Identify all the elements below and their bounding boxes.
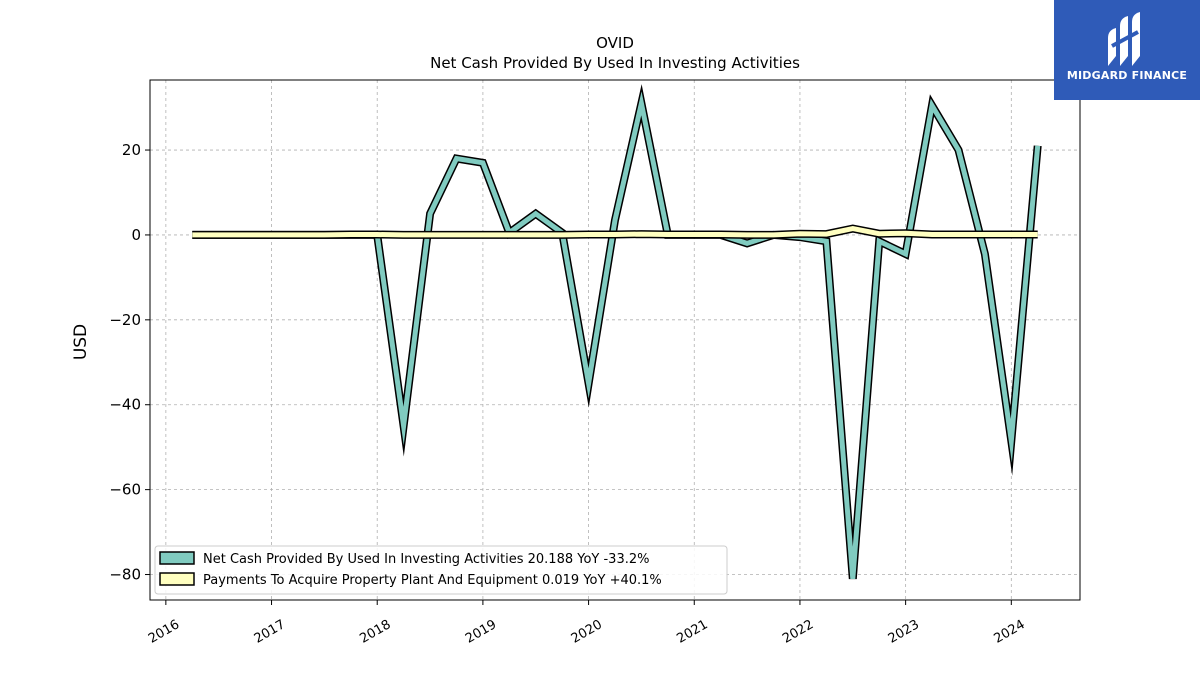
x-tick-label: 2024 bbox=[991, 617, 1027, 647]
plot-area bbox=[149, 79, 1081, 601]
x-tick-label: 2017 bbox=[252, 617, 288, 647]
legend-swatch-investing bbox=[159, 551, 195, 565]
series-line-investing bbox=[192, 91, 1041, 579]
series-line-investing-outline bbox=[192, 84, 1042, 580]
x-tick-label: 2020 bbox=[569, 617, 605, 647]
y-tick-label: −80 bbox=[109, 566, 141, 584]
series-line-ppe bbox=[192, 226, 1038, 238]
x-tick-label: 2021 bbox=[674, 617, 710, 647]
brand-name: MIDGARD FINANCE bbox=[1066, 69, 1188, 82]
x-tick-label: 2023 bbox=[886, 617, 922, 647]
y-tick-label: −60 bbox=[109, 481, 141, 499]
legend-label-ppe: Payments To Acquire Property Plant And E… bbox=[203, 573, 662, 588]
y-tick-label: 0 bbox=[131, 226, 141, 244]
x-tick-label: 2019 bbox=[463, 617, 499, 647]
brand-mark-icon bbox=[1108, 12, 1140, 66]
grid-lines bbox=[150, 80, 1080, 600]
legend: Net Cash Provided By Used In Investing A… bbox=[154, 545, 728, 595]
chart-title: OVID bbox=[596, 34, 634, 52]
x-tick-label: 2018 bbox=[357, 617, 393, 647]
chart-subtitle: Net Cash Provided By Used In Investing A… bbox=[430, 54, 800, 72]
x-tick-label: 2016 bbox=[146, 617, 182, 647]
brand-logo: MIDGARD FINANCE bbox=[1054, 0, 1200, 100]
y-tick-label: 20 bbox=[122, 141, 141, 159]
x-axis: 2016 2017 2018 2019 2020 2021 2022 2023 2024 bbox=[146, 600, 1028, 647]
legend-box bbox=[154, 545, 728, 595]
legend-swatch-ppe bbox=[159, 572, 195, 586]
y-axis: 20 0 −20 −40 −60 −80 bbox=[109, 141, 150, 584]
y-axis-label: USD bbox=[71, 324, 91, 360]
y-tick-label: −40 bbox=[109, 396, 141, 414]
series-layer bbox=[192, 84, 1042, 580]
y-tick-label: −20 bbox=[109, 311, 141, 329]
legend-label-investing: Net Cash Provided By Used In Investing A… bbox=[203, 552, 649, 567]
x-tick-label: 2022 bbox=[780, 617, 816, 647]
